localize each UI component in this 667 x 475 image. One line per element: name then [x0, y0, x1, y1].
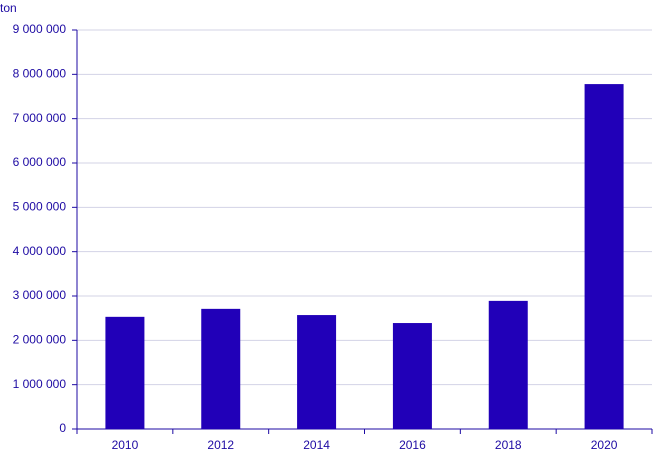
- x-tick-label: 2020: [591, 438, 618, 452]
- y-tick-label: 6 000 000: [13, 155, 67, 169]
- bar: [392, 323, 432, 429]
- y-tick-label: 2 000 000: [13, 333, 67, 347]
- y-tick-label: 0: [59, 421, 66, 435]
- x-tick-label: 2016: [399, 438, 426, 452]
- bar: [105, 316, 145, 429]
- x-tick-label: 2010: [112, 438, 139, 452]
- y-tick-label: 8 000 000: [13, 67, 67, 81]
- x-tick-label: 2018: [495, 438, 522, 452]
- y-tick-label: 3 000 000: [13, 288, 67, 302]
- bar: [584, 84, 624, 429]
- y-tick-label: 7 000 000: [13, 111, 67, 125]
- x-tick-label: 2014: [303, 438, 330, 452]
- bar: [488, 300, 528, 429]
- y-tick-label: 5 000 000: [13, 200, 67, 214]
- bar: [297, 315, 337, 429]
- x-tick-label: 2012: [207, 438, 234, 452]
- bar: [201, 308, 241, 429]
- y-tick-label: 4 000 000: [13, 244, 67, 258]
- y-tick-label: 9 000 000: [13, 22, 67, 36]
- y-tick-label: 1 000 000: [13, 377, 67, 391]
- y-axis-label: ton: [0, 1, 17, 15]
